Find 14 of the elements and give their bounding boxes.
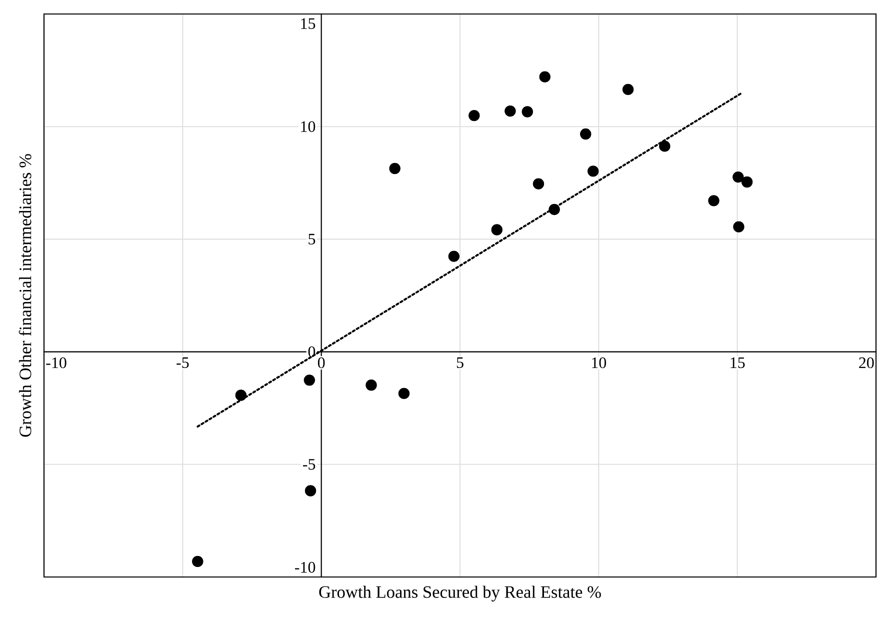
x-tick-label: 20 [859, 357, 874, 368]
x-tick-label: -5 [176, 357, 189, 368]
y-tick-label: -10 [294, 562, 316, 573]
x-tick-label: 5 [456, 357, 464, 368]
x-tick-label: 10 [592, 357, 606, 368]
y-tick-label: -5 [302, 459, 316, 470]
x-tick-label: 0 [318, 357, 325, 368]
x-tick-label: 15 [730, 357, 745, 368]
x-axis-title: Growth Loans Secured by Real Estate % [319, 586, 601, 602]
y-tick-label: 5 [308, 234, 316, 245]
y-axis-title: Growth Other financial intermediaries % [18, 154, 32, 437]
x-tick-label: -10 [46, 357, 66, 368]
y-tick-label: 15 [301, 18, 316, 29]
y-tick-label: 10 [301, 121, 316, 132]
